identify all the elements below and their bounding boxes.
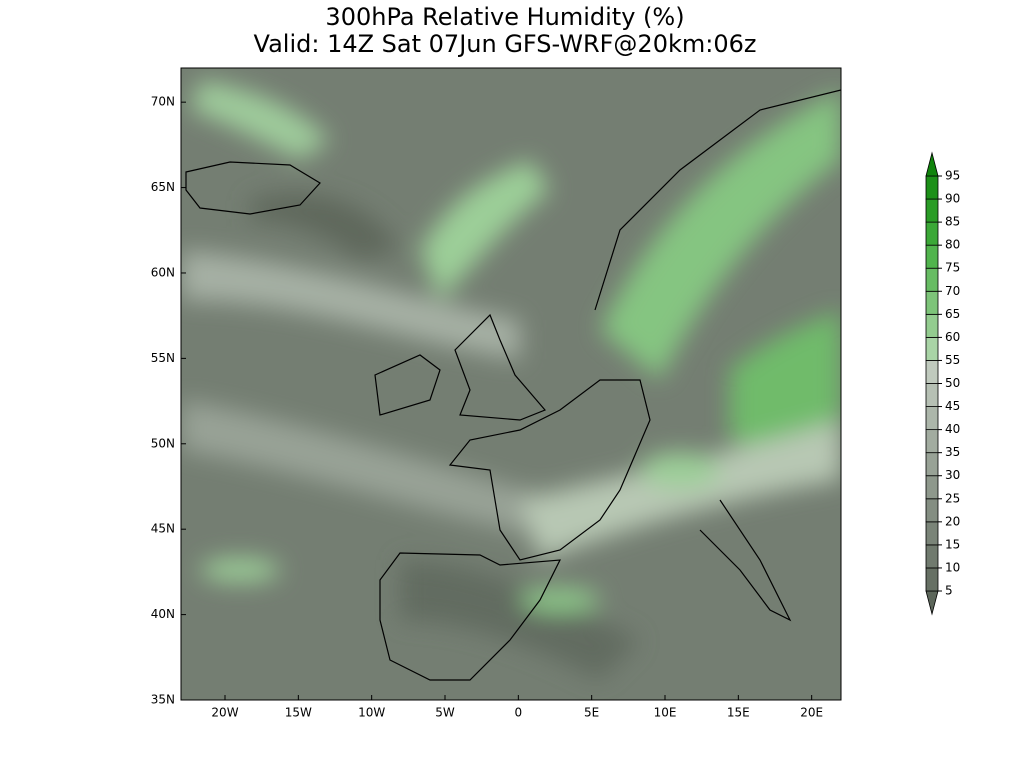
colorbar-swatch <box>925 175 939 200</box>
colorbar-label: 70 <box>945 284 960 298</box>
lat-tick-label: 65N <box>151 180 175 194</box>
lat-tick-label: 40N <box>151 607 175 621</box>
colorbar-swatch <box>925 452 939 477</box>
lon-tick-label: 15W <box>285 706 312 720</box>
colorbar-swatch <box>925 290 939 315</box>
lat-tick-label: 70N <box>151 95 175 109</box>
colorbar-label: 75 <box>945 261 960 275</box>
lat-tick-label: 55N <box>151 351 175 365</box>
colorbar-swatch <box>925 475 939 500</box>
colorbar-label: 80 <box>945 238 960 252</box>
colorbar-swatch <box>925 544 939 569</box>
colorbar-swatch <box>925 383 939 407</box>
lat-tick-label: 50N <box>151 436 175 450</box>
lon-tick-label: 20E <box>800 706 823 720</box>
lat-tick-label: 60N <box>151 265 175 279</box>
colorbar-label: 65 <box>945 307 960 321</box>
humidity-field <box>181 68 841 700</box>
colorbar-label: 5 <box>945 584 953 598</box>
colorbar-label: 50 <box>945 376 960 390</box>
colorbar-label: 10 <box>945 560 960 574</box>
colorbar-triangle <box>925 590 939 616</box>
colorbar-label: 35 <box>945 445 960 459</box>
colorbar-triangle <box>925 151 939 177</box>
colorbar-label: 90 <box>945 192 960 206</box>
colorbar-label: 20 <box>945 514 960 528</box>
lon-tick-label: 0 <box>515 706 523 720</box>
colorbar-swatch <box>925 221 939 246</box>
lat-tick-label: 45N <box>151 522 175 536</box>
colorbar-swatch <box>925 244 939 269</box>
colorbar-swatch <box>925 406 939 431</box>
colorbar-swatch <box>925 521 939 546</box>
colorbar-swatch <box>925 567 939 592</box>
colorbar-swatch <box>925 360 939 384</box>
colorbar-label: 40 <box>945 422 960 436</box>
colorbar-label: 85 <box>945 215 960 229</box>
title-line: 300hPa Relative Humidity (%) <box>325 3 684 31</box>
colorbar-swatch <box>925 336 939 361</box>
lon-tick-label: 10E <box>654 706 677 720</box>
colorbar-label: 30 <box>945 468 960 482</box>
map-frame <box>180 67 842 701</box>
lon-tick-label: 5E <box>584 706 599 720</box>
colorbar-label: 55 <box>945 353 960 367</box>
lon-tick-label: 10W <box>358 706 385 720</box>
colorbar-swatch <box>925 198 939 223</box>
coastlines <box>185 89 841 681</box>
lat-tick-label: 35N <box>151 693 175 707</box>
lon-tick-label: 15E <box>727 706 750 720</box>
title-line: Valid: 14Z Sat 07Jun GFS-WRF@20km:06z <box>254 30 757 58</box>
colorbar-swatch <box>925 313 939 338</box>
colorbar-label: 15 <box>945 537 960 551</box>
lon-tick-label: 20W <box>211 706 238 720</box>
colorbar-swatch <box>925 498 939 523</box>
colorbar-label: 45 <box>945 399 960 413</box>
lon-tick-label: 5W <box>435 706 455 720</box>
colorbar-label: 60 <box>945 330 960 344</box>
colorbar-label: 25 <box>945 491 960 505</box>
colorbar-label: 95 <box>945 169 960 183</box>
colorbar-swatch <box>925 429 939 454</box>
colorbar-swatch <box>925 267 939 292</box>
